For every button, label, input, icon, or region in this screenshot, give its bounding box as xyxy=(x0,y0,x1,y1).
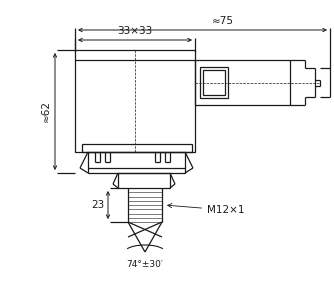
Text: M12×1: M12×1 xyxy=(168,204,244,215)
Bar xyxy=(195,60,290,105)
Text: 23: 23 xyxy=(91,200,104,210)
Bar xyxy=(88,152,185,173)
Bar xyxy=(200,67,228,98)
Text: 33×33: 33×33 xyxy=(117,26,153,36)
Text: ≈75: ≈75 xyxy=(211,16,233,26)
Bar xyxy=(75,50,195,152)
Bar xyxy=(82,144,192,152)
Text: ≈62: ≈62 xyxy=(41,100,51,122)
Bar xyxy=(118,173,170,188)
Bar xyxy=(203,70,225,95)
Text: 74°±30′: 74°±30′ xyxy=(127,260,163,269)
